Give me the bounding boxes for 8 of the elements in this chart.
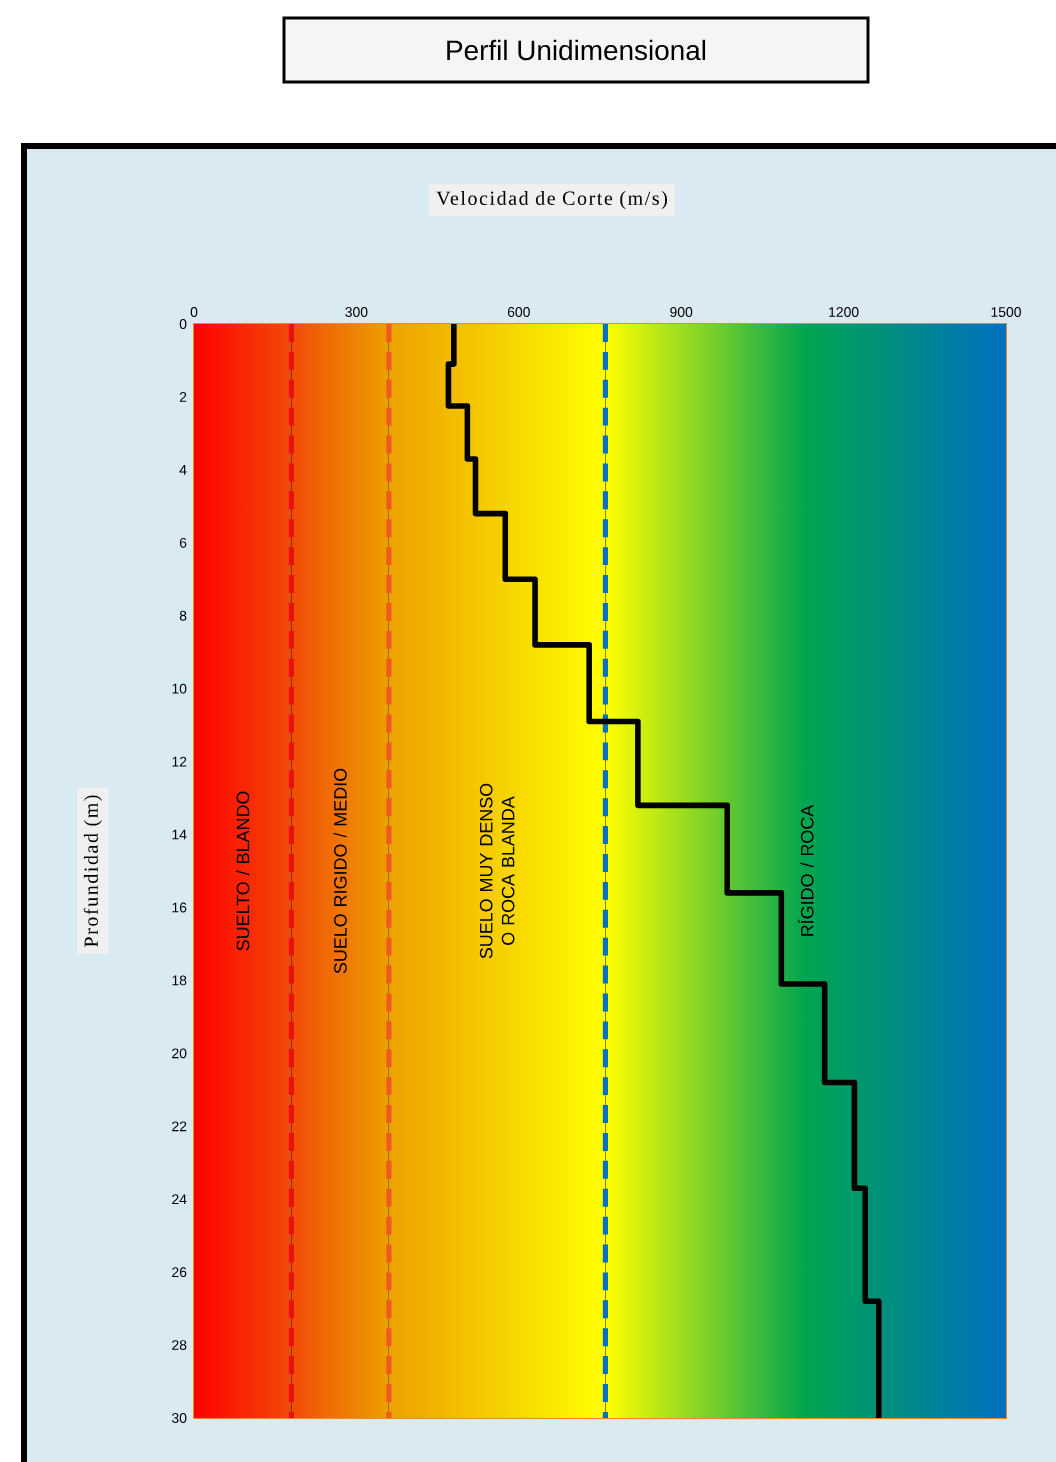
band-label: SUELO RIGIDO / MEDIO [333,768,347,974]
x-axis-title: Velocidad de Corte (m/s) [436,190,667,210]
band-label: RÍGIDO / ROCA [797,804,814,936]
y-axis-title: Profundidad (m) [83,795,102,947]
band-label: SUELTO / BLANDO [236,791,250,951]
chart-title: Perfil Unidimensional [447,39,706,61]
line-series [445,323,882,1418]
band-label: SUELO MUY DENSO O ROCA BLANDA [479,783,515,959]
